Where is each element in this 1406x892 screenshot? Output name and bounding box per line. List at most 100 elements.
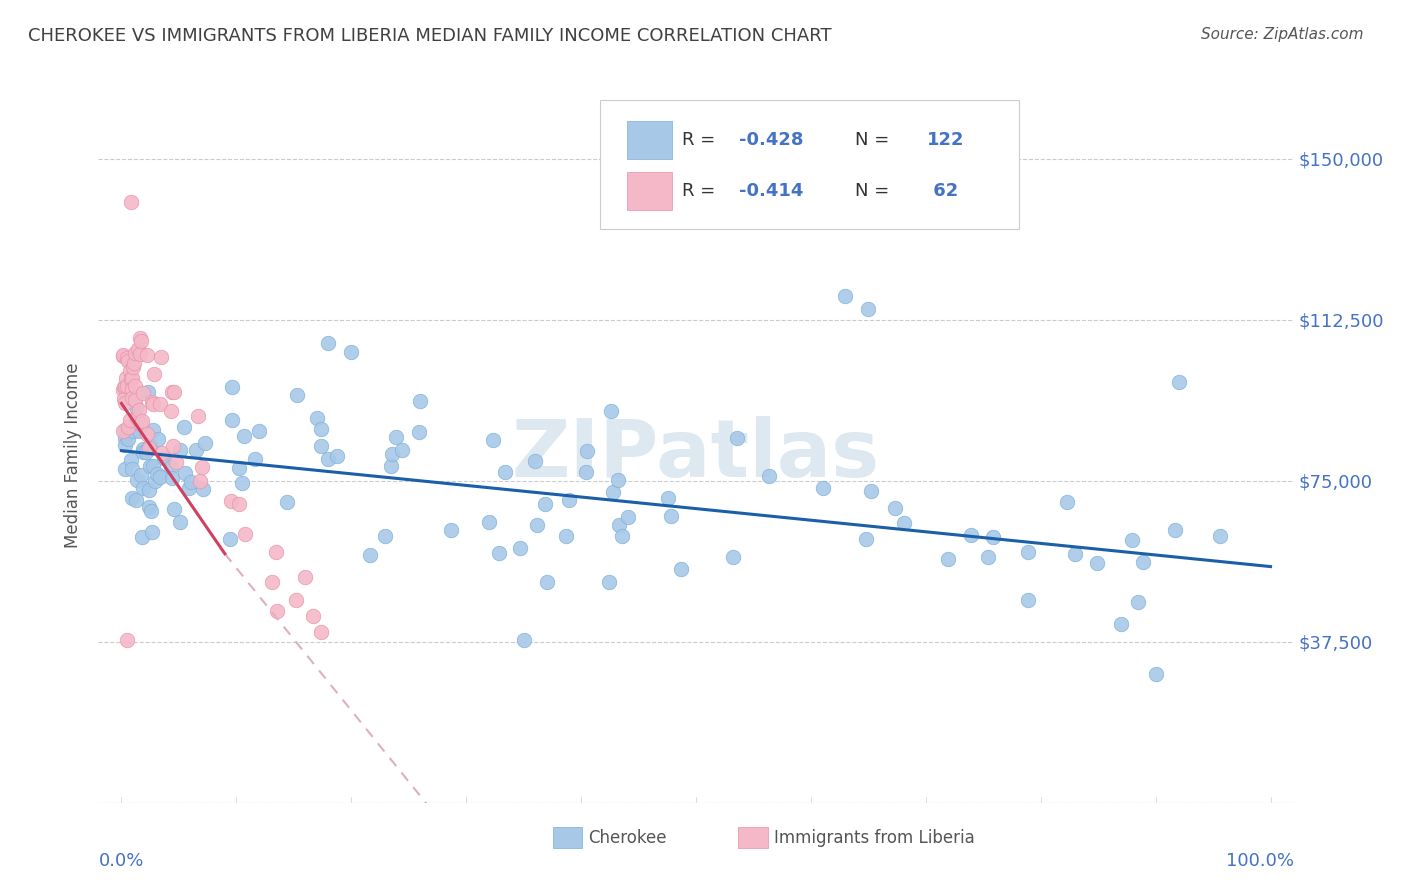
Text: R =: R = — [682, 131, 721, 150]
Bar — [627, 172, 672, 210]
Text: R =: R = — [682, 182, 721, 200]
Point — [959, 528, 981, 542]
Point — [602, 485, 624, 500]
Point — [111, 424, 134, 438]
Point — [316, 336, 339, 351]
Point — [124, 378, 146, 392]
Text: 62: 62 — [927, 182, 957, 200]
Point — [129, 331, 152, 345]
Point — [131, 386, 153, 401]
Point — [124, 393, 146, 408]
Point — [131, 530, 153, 544]
Text: 0.0%: 0.0% — [98, 852, 143, 870]
Point — [1017, 592, 1039, 607]
Point — [129, 334, 152, 349]
Point — [163, 501, 186, 516]
Point — [194, 436, 217, 450]
Point — [316, 451, 339, 466]
FancyBboxPatch shape — [600, 100, 1019, 229]
Y-axis label: Median Family Income: Median Family Income — [65, 362, 83, 548]
Point — [117, 432, 139, 446]
Point — [125, 400, 148, 414]
Point — [169, 516, 191, 530]
Point — [409, 393, 432, 408]
Point — [219, 532, 242, 546]
Point — [193, 482, 215, 496]
Text: 100.0%: 100.0% — [1226, 852, 1294, 870]
Point — [305, 411, 328, 425]
Text: -0.414: -0.414 — [740, 182, 803, 200]
Point — [326, 449, 349, 463]
Point — [122, 356, 145, 370]
Point — [294, 570, 316, 584]
Point — [374, 529, 396, 543]
Point — [231, 476, 253, 491]
Point — [385, 430, 408, 444]
Point — [1109, 616, 1132, 631]
Point — [302, 609, 325, 624]
Point — [120, 372, 142, 386]
Point — [1085, 556, 1108, 570]
Point — [219, 494, 242, 508]
Point — [138, 458, 160, 473]
Point — [669, 562, 692, 576]
Point — [276, 495, 298, 509]
Point — [536, 574, 558, 589]
Point — [191, 460, 214, 475]
Point — [112, 392, 135, 406]
Point — [834, 289, 856, 303]
Point — [111, 349, 134, 363]
Point — [1063, 547, 1085, 561]
Point — [391, 443, 413, 458]
Point — [122, 424, 145, 438]
Point — [127, 410, 149, 425]
Point — [111, 383, 134, 397]
Point — [152, 451, 174, 466]
Point — [575, 465, 598, 479]
Text: 122: 122 — [927, 131, 965, 150]
Point — [122, 359, 145, 374]
Point — [526, 517, 548, 532]
Point — [136, 348, 159, 362]
Bar — [738, 827, 768, 848]
Point — [114, 423, 136, 437]
Point — [112, 380, 135, 394]
Point — [149, 470, 172, 484]
Point — [146, 432, 169, 446]
Point — [1208, 529, 1230, 543]
Point — [114, 462, 136, 476]
Point — [893, 516, 915, 531]
Point — [607, 518, 630, 533]
Point — [534, 498, 557, 512]
Point — [120, 364, 142, 378]
Point — [121, 491, 143, 505]
Point — [554, 529, 576, 543]
Bar — [627, 121, 672, 159]
Point — [114, 431, 136, 445]
Point — [1164, 523, 1187, 537]
Point — [1126, 595, 1149, 609]
Point — [136, 384, 159, 399]
Point — [266, 604, 288, 618]
Point — [243, 452, 266, 467]
Point — [558, 492, 581, 507]
Point — [981, 530, 1004, 544]
Point — [481, 434, 503, 448]
Point — [141, 504, 163, 518]
Point — [135, 445, 157, 459]
Point — [884, 501, 907, 516]
Point — [758, 468, 780, 483]
Point — [121, 391, 143, 405]
Point — [111, 348, 134, 362]
Point — [149, 350, 172, 364]
Point — [440, 523, 463, 537]
Point — [131, 467, 153, 482]
Point — [150, 445, 173, 459]
Point — [1144, 667, 1167, 681]
Point — [488, 546, 510, 560]
Text: ZIPatlas: ZIPatlas — [512, 416, 880, 494]
Point — [725, 431, 748, 445]
Point — [509, 541, 531, 555]
Point — [163, 384, 186, 399]
Point — [120, 194, 142, 209]
